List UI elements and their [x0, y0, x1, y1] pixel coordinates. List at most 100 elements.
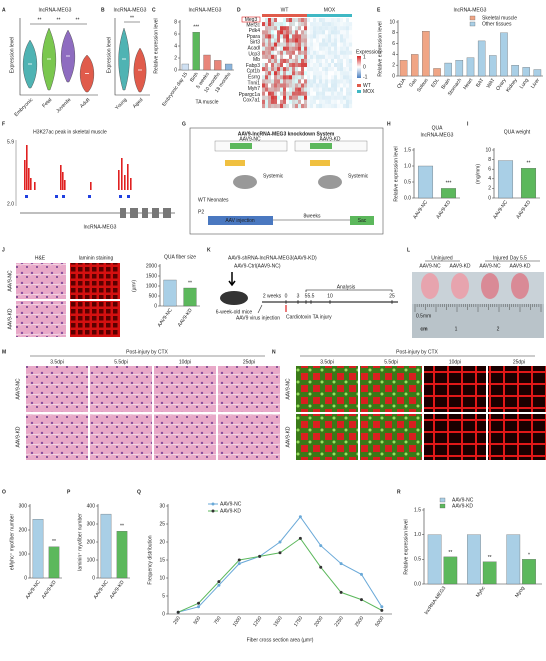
heatmap-cell	[310, 91, 314, 96]
heatmap-cell	[316, 50, 320, 55]
heatmap-cell	[343, 63, 347, 68]
y-axis-label: eMyhc⁺ myofiber number	[9, 514, 15, 571]
heatmap-cell	[286, 54, 290, 60]
panel-label: K	[207, 247, 211, 253]
bar	[467, 534, 481, 585]
label: 5.9	[7, 139, 14, 145]
muscle-sample	[451, 273, 469, 299]
heatmap-cell	[262, 103, 266, 109]
heatmap-cell	[295, 95, 299, 100]
heatmap-cell	[328, 46, 332, 51]
heatmap-cell	[322, 38, 326, 43]
heatmap-cell	[343, 91, 347, 96]
x-tick-label: Heart	[462, 77, 474, 91]
legend-swatch	[357, 84, 361, 87]
heatmap-cell	[313, 34, 317, 39]
heatmap-cell	[328, 95, 332, 100]
micrograph	[488, 366, 546, 412]
heatmap-cell	[343, 67, 347, 72]
label: AAV9-NC	[7, 270, 13, 292]
heatmap-cell	[322, 91, 326, 96]
bar	[500, 32, 508, 77]
heatmap-cell	[349, 54, 353, 60]
heatmap-cell	[301, 75, 305, 80]
bar	[482, 561, 497, 585]
heatmap-cell	[271, 71, 275, 76]
heatmap-cell	[295, 87, 299, 92]
heatmap-cell	[304, 95, 308, 100]
y-tick-label: 0	[92, 575, 95, 581]
heatmap-cell	[331, 67, 335, 72]
heatmap-cell	[268, 34, 272, 39]
label: 6-week-old mice	[216, 309, 253, 315]
heatmap-cell	[280, 71, 284, 76]
label: 0.5mm	[416, 313, 431, 319]
heatmap-cell	[286, 95, 290, 100]
heatmap-cell	[283, 34, 287, 39]
heatmap-cell	[334, 79, 338, 84]
y-tick-label: 8	[174, 19, 177, 25]
heatmap-cell	[289, 26, 293, 31]
y-tick-label: 1000	[146, 283, 157, 289]
label: 25dpi	[243, 359, 255, 365]
peak	[127, 164, 129, 190]
significance: **	[448, 550, 452, 556]
legend-label: Skeletal muscle	[482, 15, 517, 21]
x-tick-label: AAV9-NC	[93, 579, 110, 600]
heatmap-cell	[337, 95, 341, 100]
peak	[64, 180, 66, 190]
heatmap-cell	[292, 95, 296, 100]
x-tick-label: 250	[172, 615, 182, 625]
heatmap-cell	[331, 42, 335, 47]
heatmap-cell	[343, 58, 347, 64]
heatmap-cell	[310, 38, 314, 43]
heatmap-cell	[280, 91, 284, 96]
y-axis-label: (mg/mm)	[475, 164, 481, 184]
heatmap-cell	[334, 54, 338, 60]
y-tick-label: 30	[159, 503, 165, 509]
y-tick-label: 2000	[146, 263, 157, 269]
heatmap-cell	[349, 75, 353, 80]
heatmap-cell	[322, 42, 326, 47]
heatmap-cell	[310, 99, 314, 105]
heatmap-cell	[298, 63, 302, 68]
legend-label: AAV9-NC	[220, 501, 242, 507]
heatmap-cell	[265, 79, 269, 84]
y-tick-label: 10	[159, 575, 165, 581]
heatmap-cell	[280, 63, 284, 68]
heatmap-cell	[331, 30, 335, 35]
bar	[477, 40, 486, 77]
heatmap-cell	[289, 91, 293, 96]
heatmap-cell	[313, 46, 317, 51]
label: 2.0	[7, 201, 14, 207]
heatmap-cell	[292, 67, 296, 72]
heatmap-cell	[298, 79, 302, 84]
heatmap-cell	[262, 79, 266, 84]
label: MOX	[363, 89, 375, 95]
heatmap-cell	[328, 18, 332, 23]
heatmap-cell	[328, 63, 332, 68]
heatmap-cell	[292, 30, 296, 35]
heatmap-cell	[340, 103, 344, 109]
legend-marker	[211, 509, 215, 513]
heatmap-cell	[265, 58, 269, 64]
x-tick-label: Gas	[408, 77, 418, 88]
laminin-image	[70, 263, 120, 299]
heatmap-cell	[277, 67, 281, 72]
heatmap-cell	[292, 26, 296, 31]
heatmap-cell	[271, 79, 275, 84]
x-tick-label: AAV9-KD	[109, 579, 126, 600]
bar	[181, 63, 190, 71]
heatmap-cell	[262, 75, 266, 80]
heatmap-cell	[328, 34, 332, 39]
label: Mef2c	[246, 22, 260, 28]
heatmap-cell	[289, 103, 293, 109]
heatmap-cell	[286, 26, 290, 31]
heatmap-cell	[262, 30, 266, 35]
heatmap-cell	[286, 83, 290, 88]
heatmap-cell	[298, 46, 302, 51]
heatmap-cell	[316, 30, 320, 35]
heatmap-cell	[337, 46, 341, 51]
heatmap-cell	[283, 95, 287, 100]
y-tick-label: 2	[488, 186, 491, 192]
